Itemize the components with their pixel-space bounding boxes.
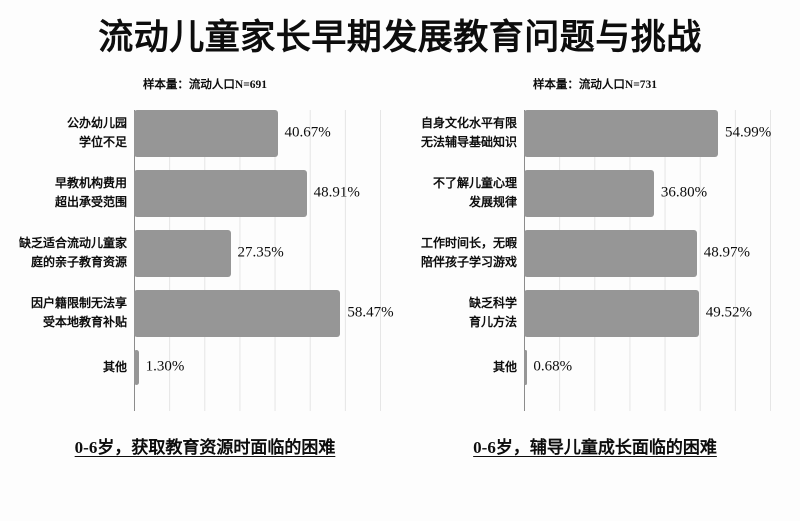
bar [134,229,231,277]
bar-row: 其他 0.68% [409,349,781,385]
value-label: 40.67% [284,124,331,141]
bar [134,349,139,385]
bar [134,289,341,337]
bar [524,169,654,217]
bar-rows: 公办幼儿园 学位不足 40.67% 早教机构费用 超出承受范围 48.91% 缺乏适合流动儿… [19,109,394,411]
chart-caption-right: 0-6岁，辅导儿童成长面临的困难 [473,437,717,457]
category-label: 自身文化水平有限 无法辅导基础知识 [420,116,517,150]
bar-track: 27.35% [134,229,381,277]
bar-row: 工作时间长，无暇 陪伴孩子学习游戏 48.97% [409,229,781,277]
category-label: 其他 [492,359,517,374]
category-label: 缺乏科学 育儿方法 [468,296,517,330]
category-label: 缺乏适合流动儿童家 庭的亲子教育资源 [19,236,128,270]
category-label: 公办幼儿园 学位不足 [66,116,127,150]
bar [524,229,697,277]
bar-row: 缺乏科学 育儿方法 49.52% [409,289,781,337]
bar-track: 54.99% [524,109,772,157]
bar [524,289,699,337]
sample-size-label-left: 样本量：流动人口N=691 [142,78,268,91]
bar-row: 不了解儿童心理 发展规律 36.80% [409,169,781,217]
bar-track: 58.47% [134,289,394,337]
bar-row: 因户籍限制无法享 受本地教育补贴 58.47% [19,289,394,337]
bar-track: 1.30% [134,349,381,385]
bar-track: 48.91% [134,169,381,217]
bar-row: 其他 1.30% [19,349,391,385]
value-label: 48.91% [313,184,360,201]
bar-track: 0.68% [524,349,771,385]
bar-track: 49.52% [524,289,771,337]
bar-row: 公办幼儿园 学位不足 40.67% [19,109,391,157]
chart-right: 样本量：流动人口N=731 自身文化水平有限 无法辅导基础知识 54.99% 不了解儿… [409,76,781,458]
bar-chart-left: 公办幼儿园 学位不足 40.67% 早教机构费用 超出承受范围 48.91% 缺乏适合流动儿… [19,109,394,411]
bar-rows: 自身文化水平有限 无法辅导基础知识 54.99% 不了解儿童心理 发展规律 36.80% 工… [409,109,781,411]
bar [134,109,278,157]
value-label: 27.35% [237,244,284,261]
sample-size-label-right: 样本量：流动人口N=731 [532,78,658,91]
bar [524,349,527,385]
value-label: 0.68% [533,358,573,375]
bar [524,109,719,157]
value-label: 49.52% [705,304,752,321]
page-title: 流动儿童家长早期发展教育问题与挑战 [98,18,702,57]
value-label: 1.30% [145,358,185,375]
bar [134,169,307,217]
bar-row: 缺乏适合流动儿童家 庭的亲子教育资源 27.35% [19,229,391,277]
value-label: 54.99% [725,124,772,141]
category-label: 因户籍限制无法享 受本地教育补贴 [30,296,127,330]
category-label: 早教机构费用 超出承受范围 [54,176,127,210]
value-label: 36.80% [660,184,708,201]
chart-left: 样本量：流动人口N=691 公办幼儿园 学位不足 40.67% 早教机构费用 超出承受范… [19,76,394,458]
value-label: 58.47% [347,304,394,321]
bar-row: 自身文化水平有限 无法辅导基础知识 54.99% [409,109,781,157]
bar-chart-right: 自身文化水平有限 无法辅导基础知识 54.99% 不了解儿童心理 发展规律 36.80% 工… [409,109,781,411]
chart-caption-left: 0-6岁，获取教育资源时面临的困难 [74,437,336,457]
charts-row: 样本量：流动人口N=691 公办幼儿园 学位不足 40.67% 早教机构费用 超出承受范… [12,76,788,458]
bar-row: 早教机构费用 超出承受范围 48.91% [19,169,391,217]
bar-track: 36.80% [524,169,771,217]
category-label: 其他 [102,359,127,374]
bar-track: 40.67% [134,109,381,157]
bar-track: 48.97% [524,229,771,277]
value-label: 48.97% [703,244,751,261]
category-label: 不了解儿童心理 发展规律 [432,176,517,210]
category-label: 工作时间长，无暇 陪伴孩子学习游戏 [420,236,517,270]
